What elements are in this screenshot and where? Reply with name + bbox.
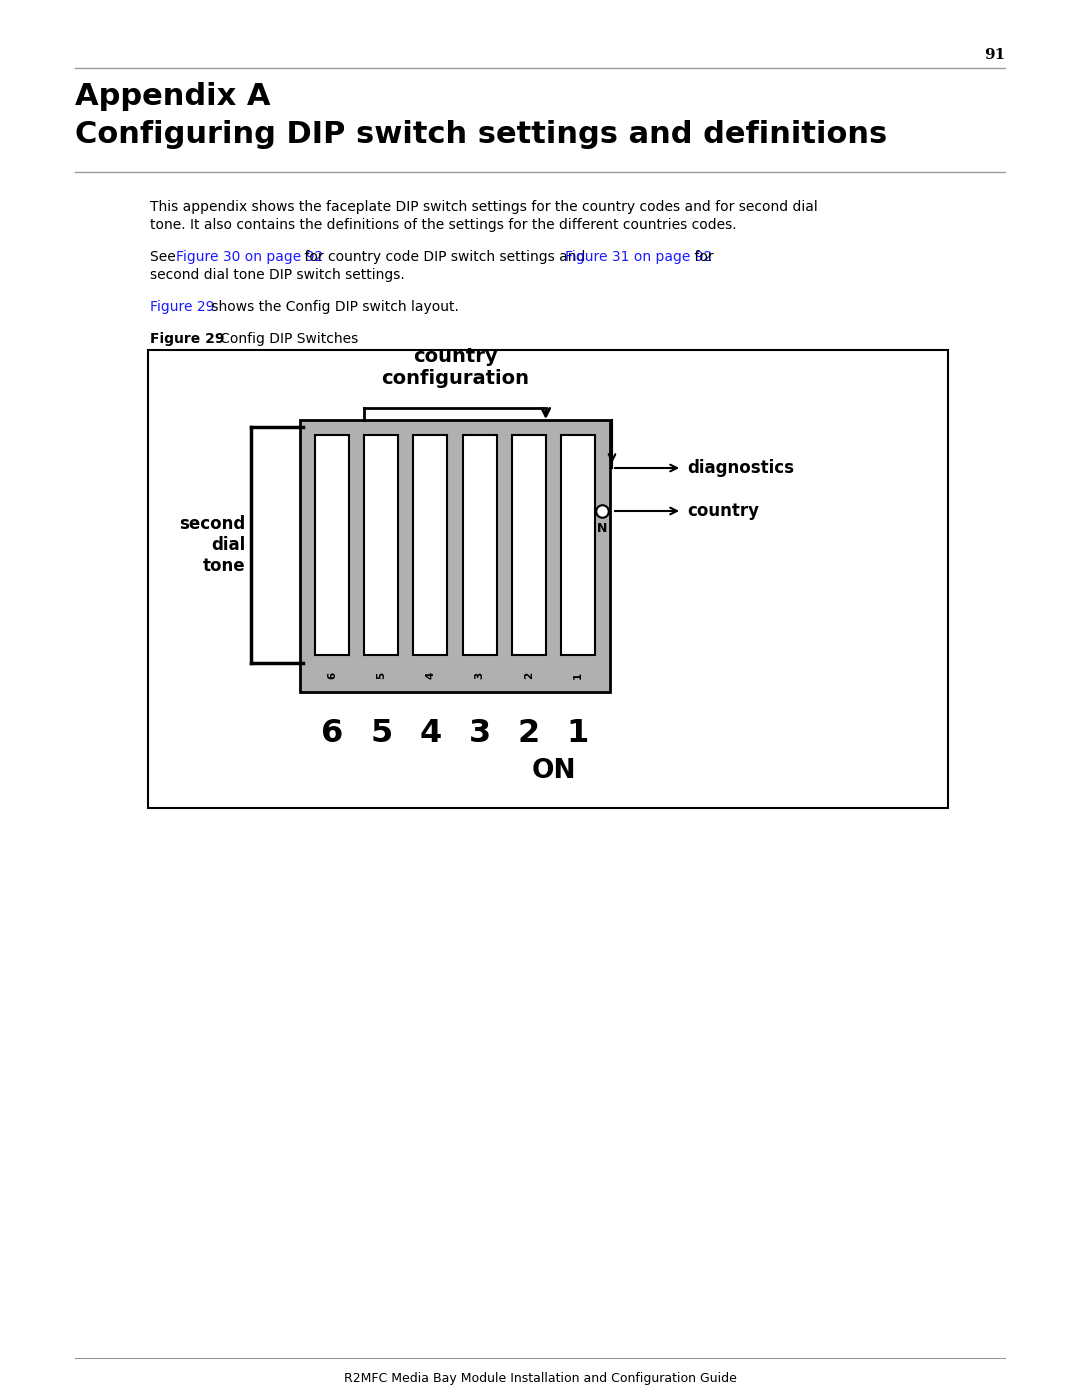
- Text: ON: ON: [531, 759, 576, 784]
- Text: N: N: [597, 522, 607, 535]
- Bar: [364, 434, 399, 655]
- Text: 6: 6: [327, 672, 337, 679]
- Bar: [414, 434, 447, 655]
- Text: country
configuration: country configuration: [381, 346, 529, 388]
- Text: 4: 4: [419, 718, 442, 749]
- Bar: [561, 434, 595, 655]
- Text: Figure 29: Figure 29: [150, 300, 215, 314]
- Text: See: See: [150, 250, 180, 264]
- Text: This appendix shows the faceplate DIP switch settings for the country codes and : This appendix shows the faceplate DIP sw…: [150, 200, 818, 214]
- Text: R2MFC Media Bay Module Installation and Configuration Guide: R2MFC Media Bay Module Installation and …: [343, 1372, 737, 1384]
- Text: Figure 30 on page 92: Figure 30 on page 92: [176, 250, 323, 264]
- Text: 2: 2: [524, 672, 534, 679]
- Text: diagnostics: diagnostics: [687, 460, 794, 476]
- Text: 91: 91: [984, 47, 1005, 61]
- Bar: [148, 351, 948, 807]
- Text: for country code DIP switch settings and: for country code DIP switch settings and: [300, 250, 590, 264]
- Text: 3: 3: [469, 718, 490, 749]
- Text: 4: 4: [426, 672, 435, 679]
- Text: 5: 5: [376, 672, 387, 679]
- Text: Figure 31 on page 92: Figure 31 on page 92: [565, 250, 713, 264]
- Text: 2: 2: [517, 718, 540, 749]
- Text: Configuring DIP switch settings and definitions: Configuring DIP switch settings and defi…: [75, 120, 888, 149]
- Bar: [512, 434, 545, 655]
- Text: Appendix A: Appendix A: [75, 82, 270, 110]
- Text: 1: 1: [567, 718, 590, 749]
- Text: for: for: [690, 250, 714, 264]
- Text: country: country: [687, 502, 759, 520]
- Text: second
dial
tone: second dial tone: [179, 515, 245, 574]
- Text: shows the Config DIP switch layout.: shows the Config DIP switch layout.: [207, 300, 459, 314]
- Bar: [300, 420, 610, 692]
- Text: Figure 29: Figure 29: [150, 332, 225, 346]
- Text: 3: 3: [474, 672, 485, 679]
- Text: Config DIP Switches: Config DIP Switches: [207, 332, 359, 346]
- Bar: [462, 434, 497, 655]
- Text: 6: 6: [321, 718, 343, 749]
- Bar: [300, 420, 610, 692]
- Text: 1: 1: [573, 672, 583, 679]
- Text: tone. It also contains the definitions of the settings for the different countri: tone. It also contains the definitions o…: [150, 218, 737, 232]
- Text: 5: 5: [370, 718, 392, 749]
- Bar: [315, 434, 349, 655]
- Text: second dial tone DIP switch settings.: second dial tone DIP switch settings.: [150, 268, 405, 282]
